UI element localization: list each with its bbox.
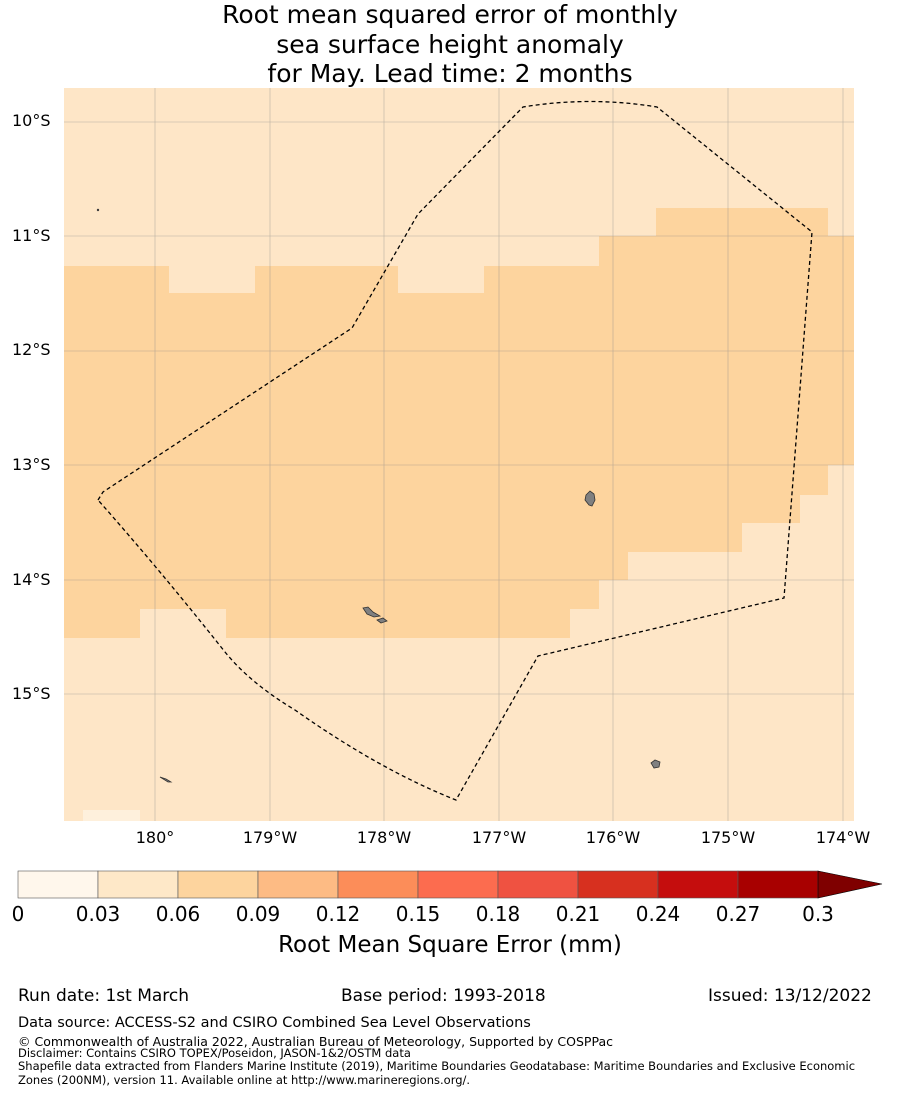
colorbar-bin-7: [577, 870, 659, 899]
eez-boundary: [97, 100, 813, 801]
copyright: © Commonwealth of Australia 2022, Austra…: [18, 1034, 613, 1049]
colorbar-bin-5: [417, 870, 499, 899]
colorbar-tick-10: 0.3: [802, 902, 834, 926]
colorbar-tick-4: 0.12: [315, 902, 361, 926]
lon-label-175w: 175°W: [700, 828, 756, 847]
run-date: Run date: 1st March: [18, 986, 190, 1006]
colorbar-tick-0: 0: [11, 902, 25, 926]
colorbar-tick-2: 0.06: [155, 902, 201, 926]
title-line-3: for May. Lead time: 2 months: [267, 59, 633, 88]
island-1: [584, 490, 596, 507]
disclaimer: Disclaimer: Contains CSIRO TOPEX/Poseido…: [18, 1046, 411, 1060]
lat-label-14s: 14°S: [12, 570, 51, 589]
colorbar-tick-7: 0.21: [555, 902, 601, 926]
gridlines: [64, 88, 854, 821]
colorbar-tick-5: 0.15: [395, 902, 441, 926]
island-4: [650, 759, 661, 769]
map-canvas: [64, 88, 854, 821]
colorbar-label: Root Mean Square Error (mm): [278, 932, 622, 958]
lon-label-180: 180°: [135, 828, 175, 847]
base-period: Base period: 1993-2018: [341, 986, 546, 1006]
title-line-2: sea surface height anomaly: [276, 29, 624, 59]
lon-label-178w: 178°W: [356, 828, 412, 847]
shapefile-credit-1: Shapefile data extracted from Flanders M…: [18, 1059, 856, 1073]
island-2: [362, 606, 382, 618]
issued-date: Issued: 13/12/2022: [708, 986, 872, 1006]
colorbar-bin-9: [737, 870, 819, 899]
islands: [96, 208, 661, 783]
colorbar-extend-arrow: [817, 870, 883, 899]
island-3: [376, 617, 388, 624]
colorbar-bin-4: [337, 870, 419, 899]
colorbar-bin-8: [657, 870, 739, 899]
lat-label-10s: 10°S: [12, 111, 51, 130]
lat-label-13s: 13°S: [12, 455, 51, 474]
island-5: [159, 776, 173, 783]
rmse-medium-region: [64, 208, 854, 638]
colorbar-bin-2: [177, 870, 259, 899]
lat-label-15s: 15°S: [12, 684, 51, 703]
shapefile-credit-2: Zones (200NM), version 11. Available onl…: [18, 1073, 471, 1087]
lon-label-174w: 174°W: [815, 828, 871, 847]
data-source: Data source: ACCESS-S2 and CSIRO Combine…: [18, 1015, 531, 1031]
chart-title: Root mean squared error of monthly sea s…: [0, 0, 900, 89]
lat-label-11s: 11°S: [12, 226, 51, 245]
colorbar-tick-1: 0.03: [75, 902, 121, 926]
lon-label-179w: 179°W: [242, 828, 298, 847]
colorbar-tick-9: 0.27: [715, 902, 761, 926]
island-6: [96, 208, 100, 212]
colorbar-tick-6: 0.18: [475, 902, 521, 926]
rmse-light-cell: [83, 810, 140, 821]
colorbar: [17, 870, 883, 899]
title-line-1: Root mean squared error of monthly: [222, 0, 678, 29]
lat-label-12s: 12°S: [12, 340, 51, 359]
colorbar-bin-0: [17, 870, 99, 899]
lon-label-176w: 176°W: [585, 828, 641, 847]
colorbar-tick-3: 0.09: [235, 902, 281, 926]
lon-label-177w: 177°W: [471, 828, 527, 847]
colorbar-bin-6: [497, 870, 579, 899]
colorbar-tick-8: 0.24: [635, 902, 681, 926]
colorbar-bin-3: [257, 870, 339, 899]
colorbar-bin-1: [97, 870, 179, 899]
